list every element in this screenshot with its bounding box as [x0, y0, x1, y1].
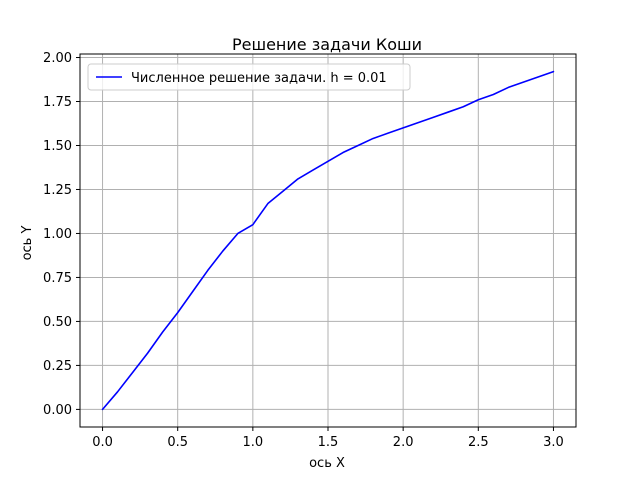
x-tick-label: 0.0: [92, 435, 113, 450]
y-tick-label: 1.75: [43, 95, 72, 110]
x-axis-label: ось X: [309, 456, 345, 471]
x-tick-label: 2.5: [468, 435, 489, 450]
x-tick-label: 3.0: [543, 435, 564, 450]
x-tick-label: 0.5: [167, 435, 188, 450]
series-line: [101, 70, 555, 411]
y-axis-ticks: 0.00 0.25 0.50 0.75 1.00 1.25 1.50 1.75 2.00: [43, 51, 80, 418]
legend: Численное решение задачи. h = 0.01: [87, 63, 411, 91]
plot-area: [101, 70, 555, 411]
y-tick-label: 1.00: [43, 227, 72, 242]
y-tick-label: 0.50: [43, 315, 72, 330]
grid: [80, 54, 576, 427]
y-tick-label: 0.75: [43, 271, 72, 286]
legend-label: Численное решение задачи. h = 0.01: [131, 71, 387, 86]
y-tick-label: 0.25: [43, 359, 72, 374]
legend-box: [87, 63, 411, 91]
chart-title: Решение задачи Коши: [232, 35, 422, 54]
x-axis-ticks: 0.0 0.5 1.0 1.5 2.0 2.5 3.0: [92, 427, 564, 450]
y-axis-label: ось Y: [20, 226, 35, 261]
y-tick-label: 2.00: [43, 51, 72, 66]
y-tick-label: 1.50: [43, 139, 72, 154]
x-tick-label: 2.0: [393, 435, 414, 450]
y-tick-label: 1.25: [43, 183, 72, 198]
x-tick-label: 1.0: [243, 435, 264, 450]
x-tick-label: 1.5: [318, 435, 339, 450]
y-tick-label: 0.00: [43, 403, 72, 418]
